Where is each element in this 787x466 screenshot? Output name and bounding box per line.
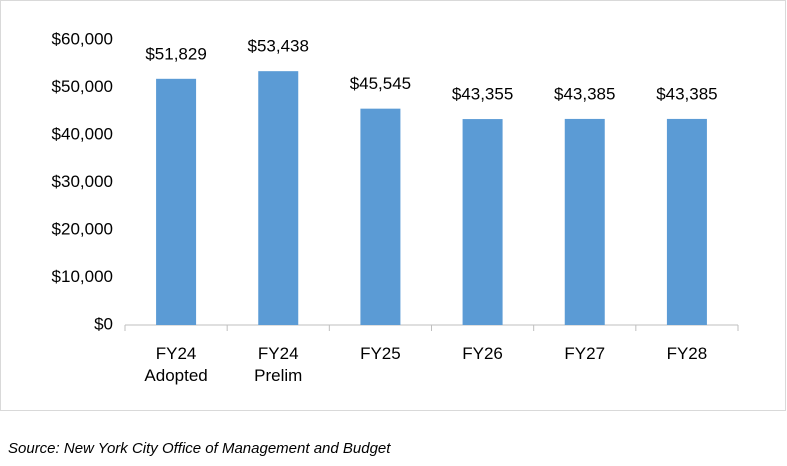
x-tick-label: FY27 [564,344,606,363]
bar [462,119,503,325]
y-tick-label: $20,000 [52,219,113,238]
x-tick-label: FY26 [462,344,503,363]
y-tick-label: $50,000 [52,77,113,96]
y-tick-label: $40,000 [52,124,113,143]
data-label: $45,545 [350,74,411,93]
y-tick-label: $0 [94,314,113,333]
data-label: $43,385 [656,84,717,103]
x-tick-label: FY28 [666,344,708,363]
x-tick-label: FY24 Adopted [144,344,208,385]
data-label: $43,385 [554,84,615,103]
bar [156,78,197,325]
y-tick-label: $10,000 [52,267,113,286]
y-tick-label: $60,000 [52,29,113,48]
data-label: $53,438 [248,37,309,56]
bar [360,108,401,325]
bar [564,118,605,325]
data-label: $51,829 [145,44,206,63]
y-tick-label: $30,000 [52,172,113,191]
source-note: Source: New York City Office of Manageme… [8,440,391,457]
bar [666,118,707,325]
x-tick-label: FY24 Prelim [254,344,303,385]
chart-border [0,0,786,411]
data-label: $43,355 [452,85,513,104]
bar [258,71,299,326]
x-tick-label: FY25 [360,344,401,363]
